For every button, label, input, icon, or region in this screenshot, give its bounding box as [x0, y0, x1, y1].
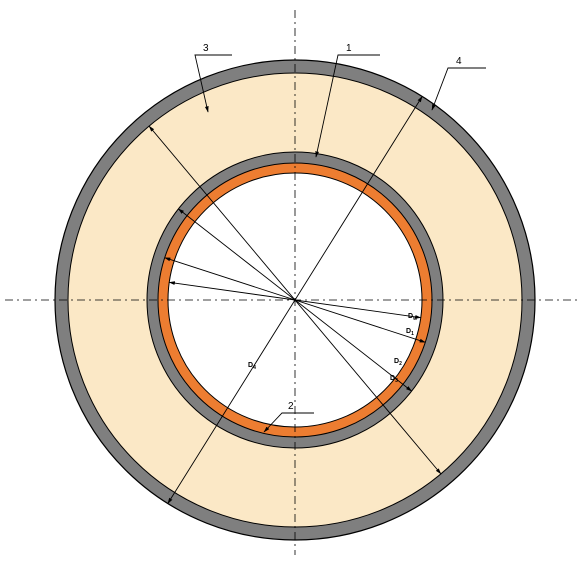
callout-label-4: 4: [456, 56, 462, 67]
cross-section-diagram: DwD1D2D3D4 1234: [0, 0, 588, 561]
callout-label-2: 2: [288, 401, 294, 412]
callout-label-3: 3: [203, 43, 209, 54]
callout-leader-4: [432, 68, 486, 110]
callout-label-1: 1: [346, 43, 352, 54]
